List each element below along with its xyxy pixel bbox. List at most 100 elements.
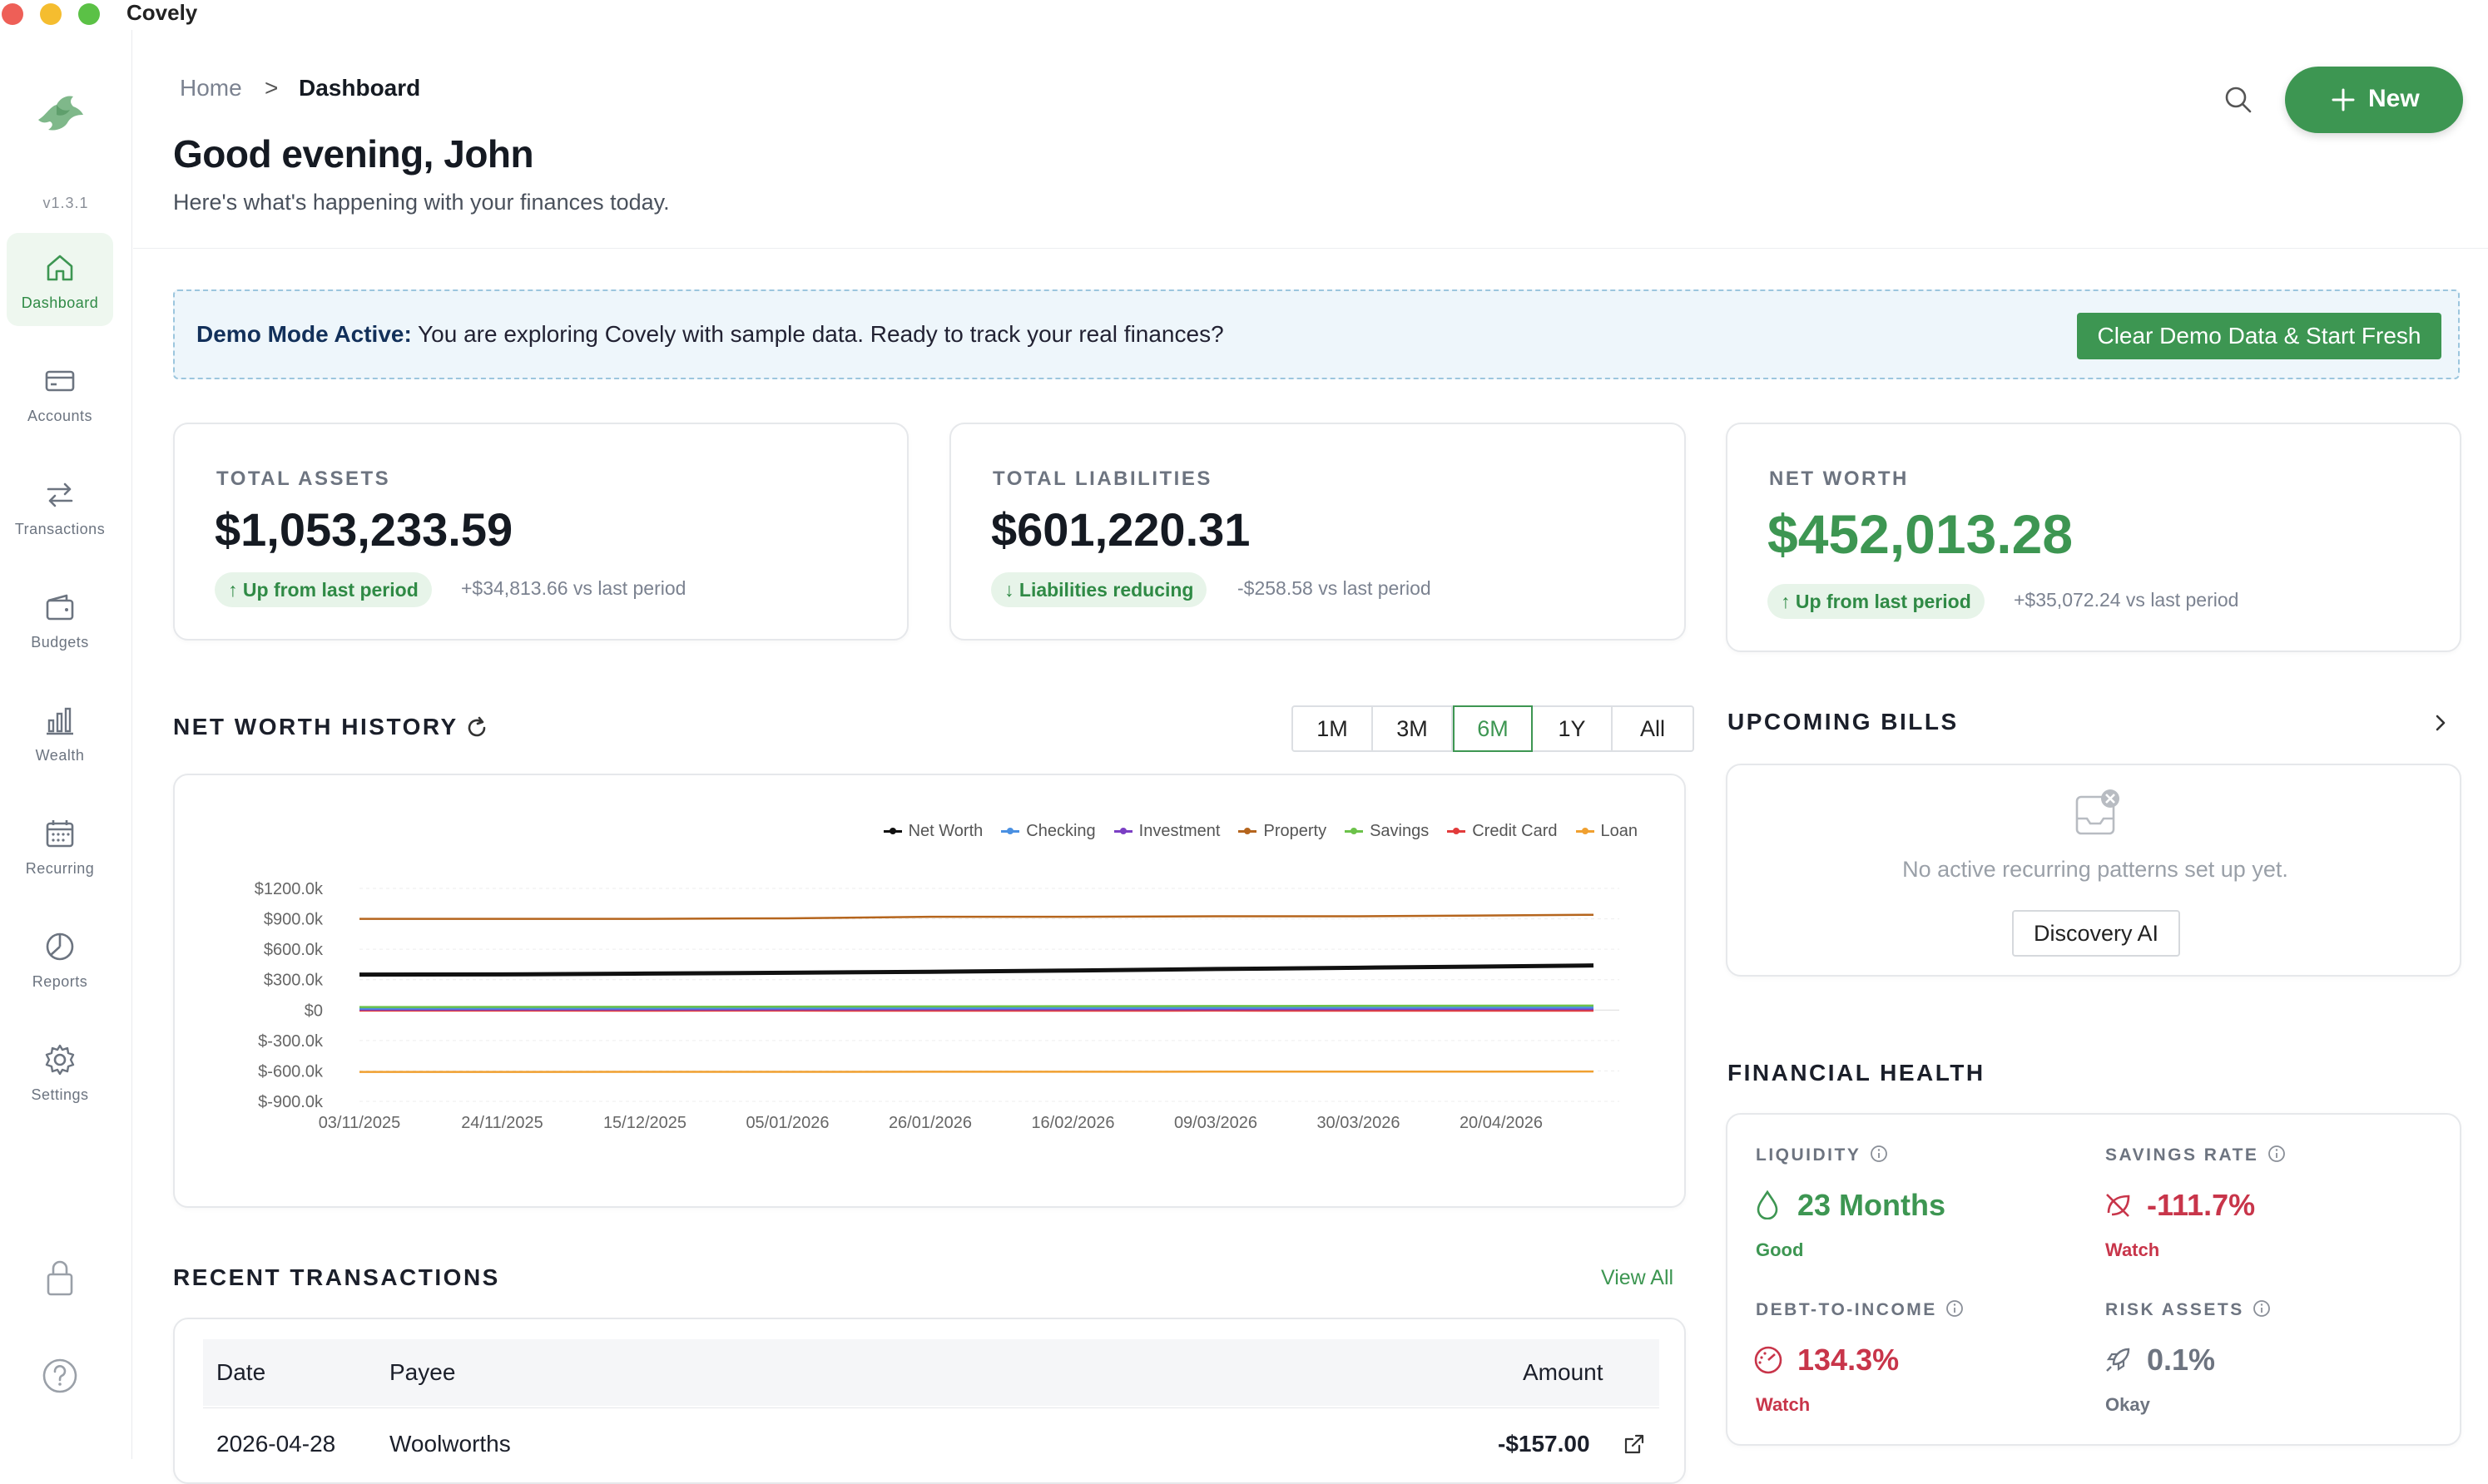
droplet-icon [1754,1190,1781,1224]
y-tick-label: $1200.0k [255,880,324,898]
sidebar-item-budgets[interactable]: Budgets [7,572,113,665]
recent-transactions-title: RECENT TRANSACTIONS [173,1264,500,1291]
sidebar-item-label: Budgets [7,634,113,651]
zoom-window-button[interactable] [78,3,100,25]
stat-note: -$258.58 vs last period [1237,577,1431,600]
net-worth-card: NET WORTH $452,013.28 ↑ Up from last per… [1726,423,2461,652]
y-tick-label: $-600.0k [258,1062,324,1081]
trend-badge: ↓ Liabilities reducing [991,572,1207,607]
close-window-button[interactable] [2,3,23,25]
sidebar-item-label: Dashboard [7,294,113,312]
breadcrumb-home[interactable]: Home [180,75,242,101]
page-title: Good evening, John [173,131,533,176]
range-all[interactable]: All [1613,707,1693,750]
sidebar-item-dashboard[interactable]: Dashboard [7,233,113,326]
y-tick-label: $-900.0k [258,1093,324,1111]
bar-chart-icon [43,704,77,737]
y-tick-label: $900.0k [264,911,324,929]
bird-logo-icon [32,87,87,141]
column-header[interactable]: Date [216,1359,265,1386]
rocket-icon [2104,1346,2132,1378]
sidebar-item-settings[interactable]: Settings [7,1025,113,1118]
calendar-icon [43,817,77,850]
chevron-right-icon[interactable] [2430,712,2451,734]
new-button-label: New [2368,85,2420,113]
title-bar: Covely [0,0,2488,30]
discovery-ai-button[interactable]: Discovery AI [2012,910,2180,957]
leaf-off-icon [2104,1191,2132,1224]
column-header[interactable]: Amount [1523,1359,1603,1386]
x-tick-label: 05/01/2026 [746,1114,829,1132]
gear-icon [43,1043,77,1076]
lock-icon[interactable] [42,1258,78,1298]
range-1m[interactable]: 1M [1293,707,1373,750]
x-tick-label: 16/02/2026 [1031,1114,1114,1132]
metric-value: -111.7% [2147,1188,2255,1223]
pie-icon [43,930,77,963]
info-icon[interactable] [1945,1299,1964,1322]
metric-status: Watch [2105,1239,2159,1261]
metric-label: SAVINGS RATE [2105,1145,2258,1165]
metric-status: Watch [1756,1394,1810,1416]
x-tick-label: 03/11/2025 [319,1114,401,1132]
refresh-icon[interactable] [463,714,491,742]
total-assets-card: TOTAL ASSETS $1,053,233.59 ↑ Up from las… [173,423,909,641]
minimize-window-button[interactable] [40,3,62,25]
empty-state-text: No active recurring patterns set up yet. [1727,857,2463,883]
upcoming-bills-card: No active recurring patterns set up yet.… [1726,764,2461,977]
range-1y[interactable]: 1Y [1533,707,1613,750]
financial-health-card: LIQUIDITY 23 Months Good SAVINGS RATE -1… [1726,1113,2461,1446]
range-selector: 1M 3M 6M 1Y All [1291,705,1694,752]
savings-rate-metric: SAVINGS RATE [2105,1145,2286,1167]
x-tick-label: 15/12/2025 [603,1114,686,1132]
plus-icon [2330,87,2357,113]
sidebar-item-label: Accounts [7,408,113,425]
sidebar-item-transactions[interactable]: Transactions [7,459,113,552]
window-title: Covely [126,0,197,26]
trend-badge: ↑ Up from last period [1767,584,1985,619]
range-6m[interactable]: 6M [1453,705,1533,752]
column-header[interactable]: Payee [389,1359,455,1386]
banner-message: Demo Mode Active: You are exploring Cove… [196,321,1224,348]
inbox-empty-icon [2072,787,2122,838]
stat-value: $1,053,233.59 [215,502,513,556]
table-row[interactable]: 2026-04-28 Woolworths -$157.00 [203,1416,1659,1474]
sidebar-item-wealth[interactable]: Wealth [7,685,113,779]
breadcrumb-separator: > [265,75,278,101]
sidebar-item-reports[interactable]: Reports [7,912,113,1005]
info-icon[interactable] [1870,1145,1888,1167]
metric-status: Good [1756,1239,1803,1261]
metric-label: RISK ASSETS [2105,1300,2244,1319]
x-tick-label: 20/04/2026 [1460,1114,1543,1132]
sidebar-item-label: Recurring [7,860,113,878]
series-line-property [359,915,1593,919]
cell-amount: -$157.00 [1498,1431,1590,1457]
banner-text: You are exploring Covely with sample dat… [412,321,1224,347]
risk-assets-metric: RISK ASSETS [2105,1299,2271,1322]
series-line-net-worth [359,966,1593,975]
page-subtitle: Here's what's happening with your financ… [173,190,670,215]
liquidity-metric: LIQUIDITY [1756,1145,1888,1167]
x-tick-label: 24/11/2025 [461,1114,543,1132]
external-link-icon[interactable] [1623,1432,1646,1456]
sidebar-item-recurring[interactable]: Recurring [7,799,113,892]
breadcrumb-current: Dashboard [299,75,420,101]
info-icon[interactable] [2267,1145,2286,1167]
help-icon[interactable] [42,1358,78,1394]
new-button[interactable]: New [2285,67,2463,133]
range-3m[interactable]: 3M [1373,707,1453,750]
debt-to-income-metric: DEBT-TO-INCOME [1756,1299,1964,1322]
y-tick-label: $300.0k [264,972,324,990]
search-button[interactable] [2222,83,2255,116]
transactions-table: Date Payee Amount 2026-04-28 Woolworths … [173,1318,1686,1484]
stat-value: $601,220.31 [991,502,1250,556]
home-icon [43,251,77,284]
metric-label: DEBT-TO-INCOME [1756,1300,1937,1319]
clear-demo-button[interactable]: Clear Demo Data & Start Fresh [2077,313,2441,359]
sidebar-item-accounts[interactable]: Accounts [7,346,113,439]
view-all-link[interactable]: View All [1601,1266,1673,1290]
stat-value: $452,013.28 [1767,502,2073,566]
metric-value: 134.3% [1797,1343,1899,1378]
info-icon[interactable] [2253,1299,2271,1322]
